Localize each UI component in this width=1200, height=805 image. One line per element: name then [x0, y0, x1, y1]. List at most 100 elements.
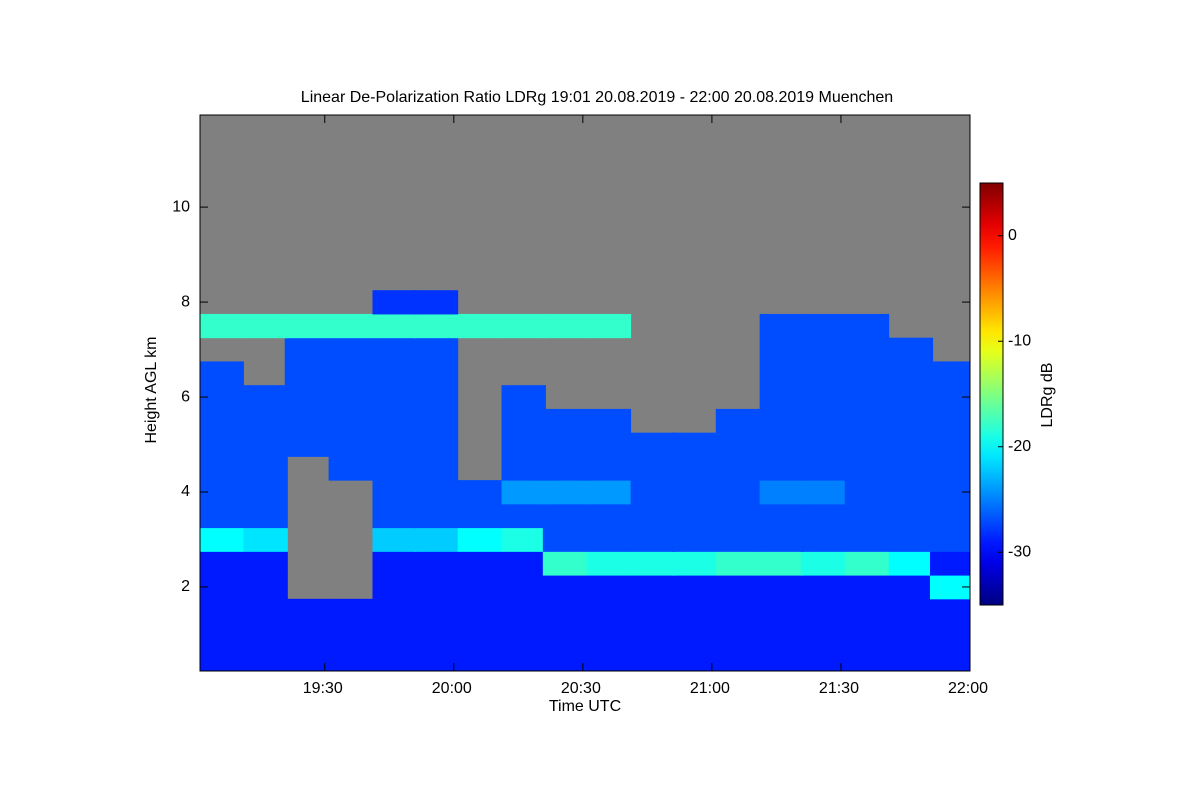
heatmap-cell [671, 432, 717, 457]
heatmap-cell [372, 408, 417, 434]
heatmap-cell [844, 646, 890, 671]
heatmap-cell [800, 622, 846, 647]
chart-title: Linear De-Polarization Ratio LDRg 19:01 … [301, 89, 893, 106]
heatmap-cell [800, 361, 846, 386]
heatmap-cell [243, 598, 288, 624]
heatmap-cell [457, 480, 503, 505]
colorbar [979, 182, 1004, 606]
heatmap-cell [715, 503, 761, 529]
heatmap-cell [759, 575, 805, 600]
heatmap-cell [586, 313, 632, 339]
heatmap-cell [759, 361, 805, 386]
heatmap-cell [328, 361, 373, 386]
heatmap-cell [630, 551, 675, 576]
heatmap-cell [372, 527, 417, 552]
heatmap-cell [413, 527, 459, 552]
heatmap-cell [630, 622, 675, 647]
heatmap-cell [630, 456, 675, 481]
colorbar-tick-label: -20 [1008, 438, 1031, 455]
heatmap-cell [586, 598, 632, 624]
heatmap-cell [284, 408, 330, 434]
heatmap-cell [501, 480, 546, 505]
heatmap-cell [243, 432, 288, 457]
heatmap-cell [501, 622, 546, 647]
heatmap-cell [200, 456, 244, 481]
heatmap-cell [501, 527, 546, 552]
heatmap-cell [929, 598, 971, 624]
heatmap-cell [671, 598, 717, 624]
heatmap-cell [759, 503, 805, 529]
heatmap-cell [542, 646, 588, 671]
heatmap-cell [759, 385, 805, 410]
heatmap-cell [542, 432, 588, 457]
heatmap-cell [759, 432, 805, 457]
heatmap-cell [413, 337, 459, 362]
heatmap-cell [844, 432, 890, 457]
heatmap-cell [284, 337, 330, 362]
heatmap-cell [759, 622, 805, 647]
heatmap-cell [929, 503, 971, 529]
heatmap-cell [413, 551, 459, 576]
x-tick-label: 20:30 [561, 680, 601, 697]
heatmap-cell [200, 313, 244, 339]
heatmap-cell [888, 598, 934, 624]
heatmap-cell [542, 622, 588, 647]
heatmap-cell [200, 503, 244, 529]
heatmap-cell [759, 408, 805, 434]
heatmap-cell [929, 361, 971, 386]
heatmap-cell [800, 551, 846, 576]
heatmap-cell [844, 575, 890, 600]
heatmap-cell [844, 551, 890, 576]
heatmap-cell [888, 622, 934, 647]
heatmap-cell [200, 408, 244, 434]
colorbar-tick-label: 0 [1008, 227, 1017, 244]
heatmap-cell [844, 598, 890, 624]
heatmap-cell [888, 646, 934, 671]
heatmap-cell [413, 456, 459, 481]
heatmap-cell [372, 503, 417, 529]
heatmap-cell [243, 480, 288, 505]
heatmap-cell [501, 408, 546, 434]
heatmap-cell [413, 575, 459, 600]
heatmap-cell [372, 575, 417, 600]
heatmap-cell [501, 598, 546, 624]
heatmap-cell [671, 575, 717, 600]
heatmap-cell [200, 598, 244, 624]
heatmap-cell [586, 408, 632, 434]
heatmap-cell [243, 385, 288, 410]
heatmap-cell [328, 432, 373, 457]
heatmap-cell [372, 551, 417, 576]
heatmap-cell [586, 456, 632, 481]
heatmap-cell [586, 575, 632, 600]
heatmap-cell [929, 622, 971, 647]
heatmap-cell [200, 551, 244, 576]
heatmap-cell [759, 337, 805, 362]
heatmap-cell [586, 432, 632, 457]
heatmap-cell [800, 432, 846, 457]
heatmap-cell [413, 503, 459, 529]
heatmap-cell [888, 432, 934, 457]
heatmap-cell [929, 551, 971, 576]
heatmap-cell [372, 598, 417, 624]
heatmap-cell [671, 622, 717, 647]
heatmap-cell [715, 480, 761, 505]
heatmap-cell [243, 622, 288, 647]
heatmap-cell [671, 480, 717, 505]
heatmap-cell [200, 432, 244, 457]
heatmap-cell [200, 622, 244, 647]
heatmap-cell [630, 527, 675, 552]
heatmap-cell [243, 408, 288, 434]
heatmap-cell [284, 598, 330, 624]
heatmap-cell [457, 646, 503, 671]
x-tick-label: 21:30 [819, 680, 859, 697]
heatmap-cell [328, 408, 373, 434]
heatmap-cell [759, 598, 805, 624]
heatmap-cell [284, 385, 330, 410]
heatmap-cell [759, 646, 805, 671]
colorbar-tick-label: -10 [1008, 332, 1031, 349]
heatmap-cell [284, 313, 330, 339]
heatmap-cell [929, 408, 971, 434]
heatmap-cell [328, 622, 373, 647]
heatmap-cell [243, 575, 288, 600]
